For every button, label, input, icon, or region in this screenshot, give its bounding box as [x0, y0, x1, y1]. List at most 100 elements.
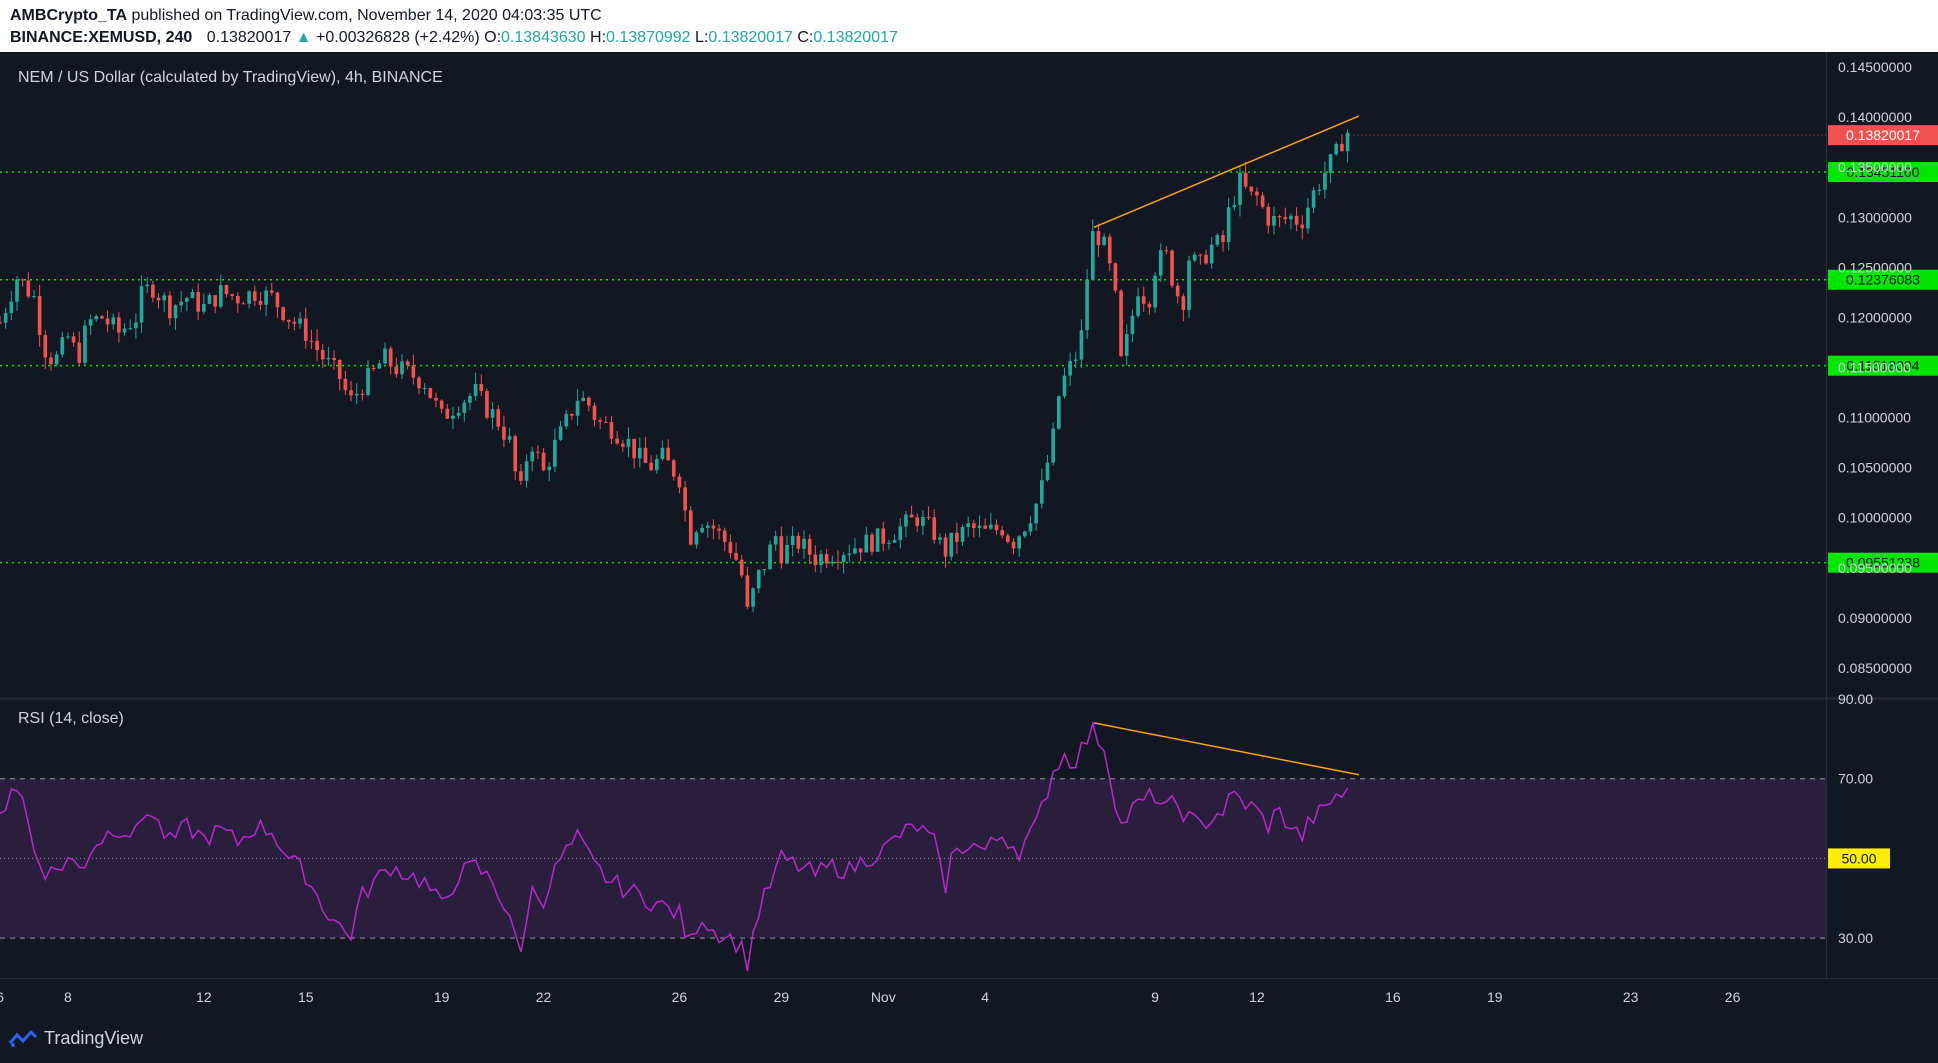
candle-body: [1311, 190, 1316, 208]
candle-body: [830, 561, 835, 564]
candle-body: [26, 280, 31, 297]
candle-body: [841, 554, 846, 563]
candle-body: [1209, 244, 1214, 264]
candle-body: [887, 542, 891, 544]
candle-body: [637, 447, 642, 459]
candle-body: [15, 279, 19, 302]
publisher-line: AMBCrypto_TA published on TradingView.co…: [10, 7, 602, 25]
price-tick-label: 0.14000000: [1838, 109, 1912, 125]
tradingview-logo-icon: [8, 1029, 38, 1047]
candle-body: [1300, 224, 1305, 229]
candle-body: [468, 396, 472, 403]
price-chart-title: NEM / US Dollar (calculated by TradingVi…: [18, 69, 443, 86]
candle-body: [734, 553, 738, 560]
candle-body: [134, 322, 138, 329]
candle-body: [921, 517, 925, 526]
price-tick-label: 0.09000000: [1838, 610, 1912, 626]
candle-body: [671, 460, 676, 477]
candle-body: [405, 361, 410, 366]
candle-body: [190, 291, 195, 299]
chart-canvas[interactable]: 6 8 12 15 19 22 26 29 Nov 4 9 12 16 19 23 26 0.13451160…: [0, 52, 1938, 1008]
candle-body: [1204, 254, 1208, 264]
change-arrow-icon: ▲: [295, 29, 312, 46]
candle-body: [813, 554, 818, 566]
candle-body: [666, 447, 670, 461]
candle-body: [0, 322, 2, 324]
candle-body: [938, 537, 942, 540]
candle-body: [241, 303, 246, 305]
candle-body: [773, 536, 778, 545]
candle-body: [439, 400, 444, 409]
candle-body: [218, 285, 223, 307]
candle-body: [1136, 296, 1140, 316]
symbol-label[interactable]: BINANCE:XEMUSD, 240: [10, 29, 193, 46]
candle-body: [1153, 275, 1157, 308]
candle-body: [202, 303, 206, 312]
price-scale[interactable]: 0.13451160 0.12376083 0.11518004 0.09551238…: [1826, 52, 1938, 978]
candle-body: [915, 517, 920, 526]
low-label: L:: [695, 29, 709, 46]
candle-body: [700, 527, 704, 533]
high-value: 0.13870992: [606, 29, 691, 46]
rsi-tick-label: 30.00: [1838, 930, 1873, 946]
candle-body: [37, 296, 42, 336]
candle-body: [581, 397, 586, 401]
candle-body: [388, 348, 393, 367]
candle-body: [807, 538, 812, 555]
candle-body: [536, 451, 540, 453]
price-pane[interactable]: [0, 115, 1938, 700]
quote-line: BINANCE:XEMUSD, 240 0.13820017 ▲ +0.0032…: [10, 29, 898, 47]
candle-body: [1051, 428, 1055, 463]
rsi-pane[interactable]: [0, 720, 1826, 972]
published-info: published on TradingView.com, November 1…: [131, 7, 602, 24]
candle-body: [728, 541, 733, 554]
candle-body: [43, 335, 48, 358]
candle-body: [1255, 191, 1259, 196]
time-axis[interactable]: 6 8 12 15 19 22 26 29 Nov 4 9 12 16 19 23 26: [0, 978, 1938, 1006]
candle-body: [337, 360, 342, 379]
candle-body: [864, 534, 869, 553]
candle-body: [1113, 263, 1118, 291]
candle-body: [88, 319, 93, 326]
candle-body: [790, 535, 795, 546]
rsi-series-line: [0, 720, 1349, 972]
candle-body: [966, 523, 971, 528]
candle-body: [411, 365, 416, 378]
candle-body: [451, 415, 455, 419]
candle-body: [417, 377, 421, 389]
candle-body: [1056, 396, 1061, 429]
rsi-tick-label: 70.00: [1838, 771, 1873, 787]
time-tick-label: 26: [1725, 989, 1741, 1005]
last-price-label: 0.13820017: [1846, 127, 1920, 143]
candle-body: [507, 436, 512, 440]
candle-body: [745, 575, 750, 607]
candle-body: [1068, 361, 1072, 376]
candle-body: [1260, 195, 1265, 207]
candle-body: [1085, 279, 1089, 331]
candle-body: [1345, 132, 1350, 152]
candle-body: [502, 426, 506, 440]
candle-body: [643, 447, 648, 463]
tradingview-logo[interactable]: TradingView: [8, 1028, 143, 1049]
candle-body: [626, 438, 631, 447]
candle-body: [1006, 535, 1010, 542]
candle-body: [9, 301, 14, 314]
candle-body: [281, 307, 285, 320]
candle-body: [1158, 250, 1163, 276]
candle-body: [286, 319, 291, 322]
candle-body: [32, 296, 36, 298]
candle-body: [1192, 254, 1197, 261]
candle-body: [564, 414, 569, 427]
time-tick-label: 19: [434, 989, 450, 1005]
candle-body: [1294, 215, 1299, 225]
candle-body: [1198, 254, 1203, 256]
candle-body: [1272, 215, 1276, 226]
support-level-tag: [1828, 269, 1938, 290]
publisher-name[interactable]: AMBCrypto_TA: [10, 7, 128, 24]
time-tick-label: 16: [1385, 989, 1401, 1005]
candle-body: [1323, 172, 1327, 190]
open-value: 0.13843630: [501, 29, 586, 46]
candle-body: [524, 461, 529, 481]
candle-body: [445, 408, 450, 419]
candle-body: [547, 466, 552, 471]
